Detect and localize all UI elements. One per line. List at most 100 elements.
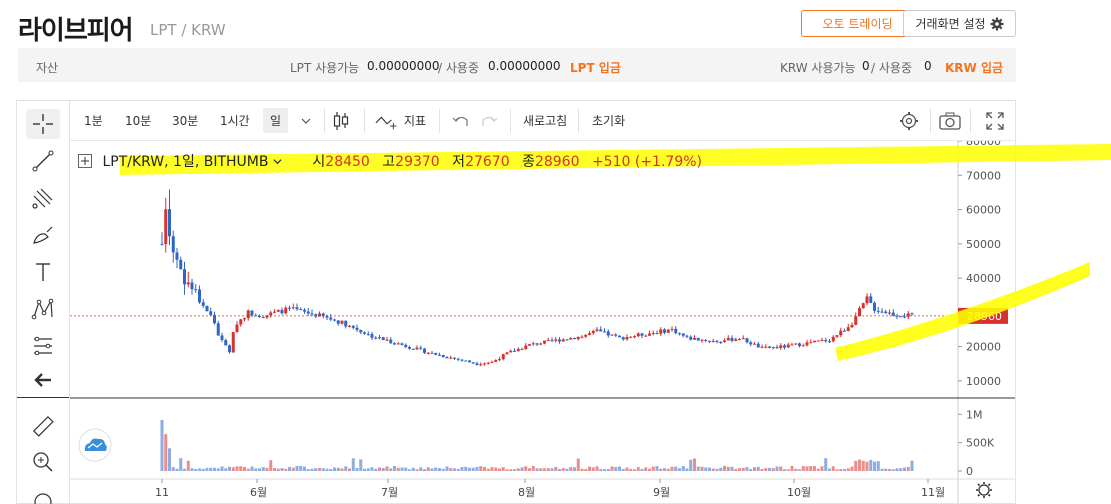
redo-button[interactable] (478, 110, 500, 132)
interval-day[interactable]: 일 (263, 108, 289, 133)
screen-settings-button[interactable]: 거래화면 설정 (903, 10, 1016, 37)
legend-low: 27670 (465, 154, 510, 170)
candle-body (303, 309, 306, 312)
screen-settings-label: 거래화면 설정 (915, 17, 986, 31)
volume-bar (291, 467, 295, 471)
candle-body (243, 318, 246, 320)
volume-bar (651, 466, 655, 471)
interval-1m[interactable]: 1분 (84, 114, 103, 128)
krw-deposit-link[interactable]: KRW 입금 (945, 61, 1004, 75)
legend-low-label: 저 (452, 154, 466, 170)
interval-10m[interactable]: 10분 (125, 114, 152, 128)
candle-body (869, 296, 873, 303)
ruler-tool[interactable] (26, 411, 60, 441)
brush-tool[interactable] (26, 220, 60, 250)
volume-bar (479, 466, 483, 471)
candle-body (873, 302, 876, 311)
trend-line-tool[interactable] (26, 146, 60, 176)
plus-box-icon[interactable] (78, 154, 92, 168)
candle-body (790, 344, 794, 346)
candle-body (689, 336, 693, 340)
screenshot-button[interactable] (939, 110, 961, 132)
candle-body (741, 338, 745, 340)
reset-button[interactable]: 초기화 (592, 114, 626, 128)
volume-bar (186, 460, 190, 471)
candle-body (659, 329, 663, 334)
volume-bar (246, 468, 250, 471)
indicator-icon-wrap[interactable] (375, 110, 397, 132)
volume-bar (333, 467, 336, 471)
candle-body (486, 362, 490, 364)
volume-bar (625, 467, 629, 471)
volume-bar (318, 467, 321, 471)
price-chart[interactable]: 8000070000600005000040000300002000010000… (70, 141, 1015, 503)
more-tool[interactable] (26, 485, 60, 504)
volume-bar (700, 466, 704, 471)
candle-body (888, 312, 891, 314)
fibonacci-icon (34, 336, 52, 356)
back-tool[interactable] (26, 365, 60, 395)
time-tick-label: 11월 (921, 486, 945, 499)
volume-bar (798, 469, 801, 471)
fib-tool[interactable] (26, 331, 60, 361)
fullscreen-button[interactable] (984, 110, 1006, 132)
candle-body (314, 314, 318, 317)
chart-container: 1분 10분 30분 1시간 일 지표 새 (69, 100, 1017, 504)
interval-dropdown[interactable] (295, 110, 317, 132)
toolbar-divider (17, 397, 70, 398)
candle-body (591, 330, 595, 334)
crosshair-tool[interactable] (26, 109, 60, 139)
auto-trading-button[interactable]: 오토 트레이딩 (801, 10, 914, 37)
zoom-tool[interactable] (26, 447, 60, 477)
pattern-tool[interactable] (26, 294, 60, 324)
price-tick-label: 20000 (966, 341, 1001, 354)
interval-30m[interactable]: 30분 (172, 114, 199, 128)
undo-button[interactable] (450, 110, 472, 132)
toolbar-divider (578, 109, 579, 133)
candle-body (280, 309, 284, 314)
candle-body (434, 352, 438, 355)
time-tick-label: 10월 (787, 486, 811, 499)
volume-bar (524, 466, 528, 471)
candle-body (835, 335, 839, 337)
volume-bar (411, 467, 415, 471)
candle-body (363, 332, 366, 334)
chart-type-button[interactable] (330, 110, 352, 132)
volume-bar (794, 468, 798, 471)
volume-bar (295, 465, 299, 471)
volume-bar (321, 468, 325, 471)
candle-body (246, 310, 250, 319)
candle-body (190, 282, 194, 290)
candle-body (175, 252, 179, 260)
candle-body (644, 335, 648, 337)
candle-body (903, 316, 906, 318)
volume-bar (816, 468, 820, 471)
toolbar-divider (930, 109, 931, 133)
candle-body (205, 305, 209, 312)
volume-bar (303, 466, 306, 471)
refresh-button[interactable]: 새로고침 (523, 114, 568, 128)
legend-symbol[interactable]: LPT/KRW, 1일, BITHUMB (102, 154, 269, 170)
interval-1h[interactable]: 1시간 (220, 114, 250, 128)
candle-body (629, 336, 633, 338)
chevron-down-icon[interactable] (273, 157, 282, 166)
volume-bar (378, 467, 381, 471)
volume-bar (636, 467, 640, 471)
chart-settings-button[interactable] (898, 110, 920, 132)
candle-body (213, 314, 216, 324)
candle-body (798, 343, 801, 347)
indicators-button[interactable]: 지표 (404, 114, 427, 128)
volume-bar (306, 469, 310, 471)
volume-bar (828, 468, 831, 471)
volume-bar (824, 458, 828, 471)
pitchfork-tool[interactable] (26, 183, 60, 213)
text-tool[interactable] (26, 257, 60, 287)
price-tick-label: 50000 (966, 238, 1001, 251)
candle-body (783, 345, 786, 348)
volume-bar (884, 468, 888, 471)
volume-bar (569, 466, 573, 471)
volume-bar (543, 468, 546, 471)
candle-body (194, 289, 198, 291)
lpt-deposit-link[interactable]: LPT 입금 (570, 61, 621, 75)
candle-body (164, 209, 168, 244)
